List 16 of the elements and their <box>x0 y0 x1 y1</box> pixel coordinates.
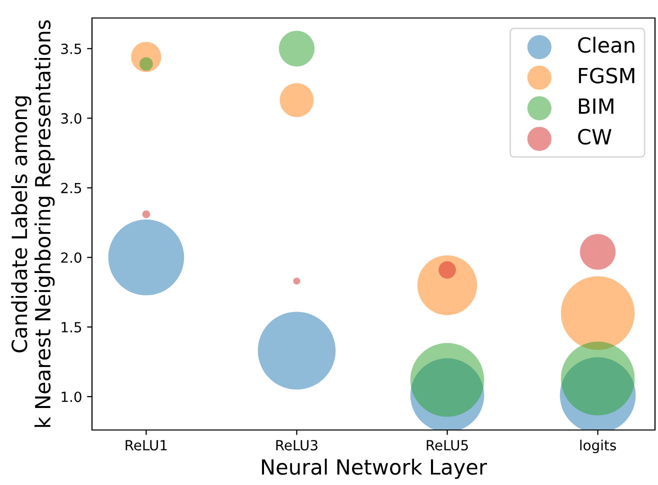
x-tick-label: ReLU3 <box>276 440 318 450</box>
legend-label: CW <box>578 128 612 145</box>
legend-label: FGSM <box>578 68 634 84</box>
y-tick-label: 1.5 <box>62 322 82 332</box>
y-tick-label: 1.0 <box>62 392 82 402</box>
legend-label: BIM <box>578 98 614 114</box>
y-tick-label: 3.5 <box>61 44 82 54</box>
y-tick-label: 2.5 <box>61 182 82 194</box>
y-axis-title: Candidate Labels among k Nearest Neighboring Representations <box>11 20 55 427</box>
x-tick-label: logits <box>580 440 616 454</box>
y-tick-label: 2.0 <box>61 252 82 263</box>
x-tick-label: ReLU1 <box>126 440 167 450</box>
x-axis-title: Neural Network Layer <box>262 458 488 479</box>
y-tick-label: 3.0 <box>61 113 82 124</box>
x-tick-label: ReLU5 <box>426 440 468 450</box>
legend-label: Clean <box>578 36 634 53</box>
